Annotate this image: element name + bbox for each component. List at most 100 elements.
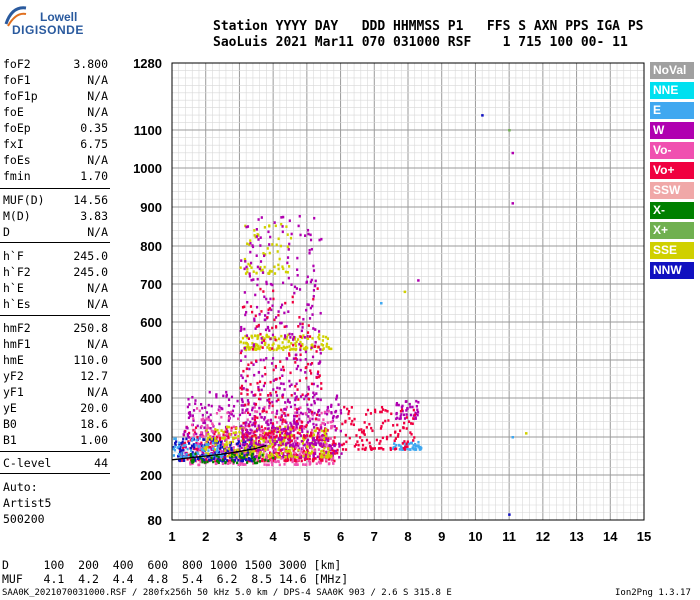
echo-point (317, 345, 320, 349)
echo-point (295, 414, 299, 418)
echo-point (307, 407, 310, 411)
echo-point (286, 256, 290, 259)
echo-point (202, 449, 205, 452)
echo-point (207, 446, 210, 449)
echo-point (206, 431, 209, 434)
echo-point (405, 442, 408, 446)
echo-point (268, 406, 271, 410)
echo-point (282, 439, 285, 443)
echo-point (240, 439, 243, 443)
echo-point (194, 402, 197, 405)
echo-point (270, 362, 274, 365)
echo-point (233, 449, 236, 452)
echo-point (316, 455, 319, 459)
echo-point (256, 449, 260, 452)
echo-point (290, 423, 293, 426)
echo-point (273, 449, 277, 453)
echo-point (232, 462, 235, 465)
echo-point (309, 372, 313, 375)
echo-point (369, 412, 373, 415)
echo-point (239, 463, 242, 466)
echo-point (296, 268, 299, 271)
echo-point (287, 248, 290, 251)
echo-point (229, 450, 232, 453)
echo-point (254, 446, 258, 449)
divider (0, 473, 110, 474)
y-tick-label: 80 (148, 513, 162, 528)
echo-point (186, 432, 189, 436)
echo-point (233, 452, 236, 455)
echo-point (319, 348, 322, 351)
echo-point (404, 445, 407, 449)
echo-point (328, 447, 332, 450)
echo-point (271, 436, 274, 440)
echo-point (302, 438, 306, 442)
echo-point (321, 344, 325, 347)
echo-point (310, 410, 314, 414)
echo-point (283, 311, 286, 315)
legend-item: NoVal (650, 62, 694, 79)
echo-point (525, 432, 528, 435)
echo-point (301, 425, 305, 429)
echo-point (259, 260, 263, 263)
echo-point (318, 452, 322, 456)
echo-point (209, 419, 212, 423)
echo-point (273, 435, 276, 439)
echo-point (192, 419, 195, 422)
echo-point (263, 409, 266, 413)
echo-point (271, 411, 275, 414)
echo-point (190, 444, 194, 448)
echo-point (406, 407, 409, 410)
echo-point (241, 408, 244, 412)
echo-point (384, 419, 387, 423)
echo-point (375, 438, 378, 442)
param-row: hmF1 N/A (3, 337, 108, 353)
param-row: B1 1.00 (3, 433, 108, 449)
logo-lowell-text: Lowell (40, 10, 78, 24)
param-name: hmF1 (3, 337, 31, 351)
echo-point (248, 264, 252, 267)
echo-point (272, 388, 275, 391)
echo-point (272, 289, 275, 293)
echo-point (249, 428, 252, 432)
echo-point (310, 347, 313, 351)
echo-point (229, 444, 232, 447)
echo-point (394, 437, 397, 440)
echo-point (286, 449, 289, 453)
echo-point (247, 411, 250, 415)
echo-point (251, 452, 254, 456)
echo-point (411, 405, 414, 409)
header-values: SaoLuis 2021 Mar11 070 031000 RSF 1 715 … (213, 35, 628, 50)
echo-point (250, 334, 253, 338)
echo-point (333, 436, 336, 439)
echo-point (273, 455, 276, 459)
echo-point (263, 463, 266, 466)
echo-point (241, 430, 244, 434)
echo-point (395, 443, 398, 447)
echo-point (209, 442, 212, 445)
echo-point (248, 413, 252, 417)
echo-point (182, 444, 185, 447)
echo-point (265, 432, 268, 436)
echo-point (304, 345, 308, 349)
echo-point (249, 239, 252, 242)
echo-point (292, 449, 295, 452)
echo-point (192, 453, 195, 456)
echo-point (241, 376, 244, 380)
echo-point (310, 346, 313, 350)
echo-point (369, 447, 373, 451)
echo-point (308, 443, 311, 447)
echo-point (320, 453, 323, 456)
echo-point (267, 444, 270, 448)
echo-point (409, 431, 412, 434)
echo-point (317, 370, 320, 374)
echo-point (248, 272, 251, 275)
echo-point (312, 457, 315, 461)
echo-point (192, 409, 196, 412)
y-tick-label: 500 (140, 353, 162, 368)
echo-point (306, 331, 310, 334)
echo-point (292, 419, 296, 423)
echo-point (294, 353, 297, 357)
echo-point (223, 453, 227, 457)
echo-point (193, 445, 196, 449)
